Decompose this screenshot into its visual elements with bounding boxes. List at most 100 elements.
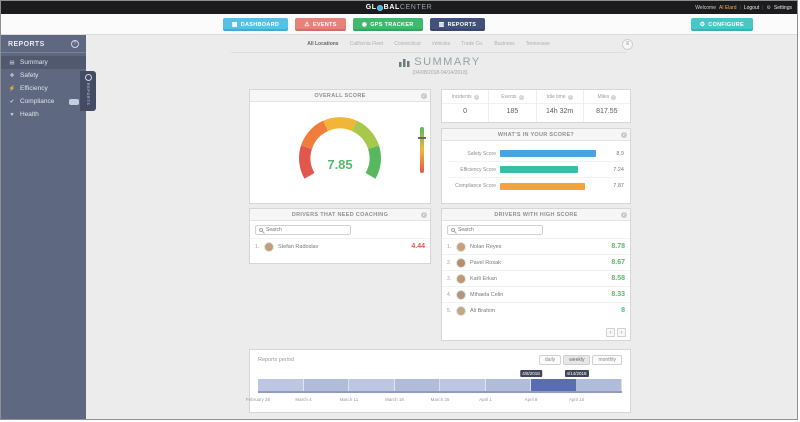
timeline-segment[interactable] [349, 379, 395, 391]
timeline-tick-label: April 15 [568, 397, 585, 402]
info-icon[interactable]: i [421, 93, 427, 99]
sidebar-item-label: Safety [20, 72, 39, 79]
score-bar-label: Safety Score [467, 150, 496, 157]
driver-row[interactable]: 2. Pavel Rosak 8.67 [442, 254, 630, 270]
driver-row[interactable]: 1. Nolan Reyes 8.78 [442, 238, 630, 254]
driver-avatar [456, 257, 466, 268]
score-scale-marker [418, 136, 426, 139]
period-button-monthly[interactable]: monthly [592, 355, 622, 365]
info-icon[interactable]: i [518, 94, 524, 100]
high-score-search[interactable] [447, 225, 543, 235]
tab-trade-co[interactable]: Trade Co. [461, 41, 484, 47]
coaching-search-input[interactable] [266, 227, 347, 233]
range-start-badge: 4/8/2018 [520, 370, 542, 377]
page-subtitle: (04/08/2018-04/14/2018) [412, 70, 468, 76]
stats-panel: Incidents i 0 Events i 185 Idle time i 14h 32m Mi… [441, 89, 631, 123]
driver-score: 8.58 [611, 275, 625, 282]
stat-label: Incidents i [442, 90, 489, 104]
score-bar-row-safety-score: Safety Score 8.9 [448, 146, 624, 162]
info-icon[interactable]: i [621, 132, 627, 138]
info-icon[interactable]: i [567, 94, 573, 100]
sidebar-item-safety[interactable]: ✚ Safety [1, 69, 86, 82]
settings-link[interactable]: Settings [773, 4, 792, 11]
reports-period-panel: Reports period daily weekly monthly 4/8/20… [246, 349, 631, 413]
nav-button-events[interactable]: ⚠ EVENTS [295, 18, 346, 31]
driver-rank: 5. [447, 307, 452, 314]
logo-text-right: CENTER [399, 4, 433, 11]
coaching-search[interactable] [255, 225, 351, 235]
timeline-segment[interactable] [303, 379, 349, 391]
next-page-button[interactable]: › [617, 328, 626, 337]
driver-row[interactable]: 4. Mihaela Celin 8.33 [442, 286, 630, 302]
score-bar-fill [500, 150, 597, 157]
sidebar-item-summary[interactable]: ▤ Summary [1, 56, 86, 69]
timeline-tick-label: March 4 [295, 397, 312, 402]
driver-row[interactable]: 1. Stefan Radoslav 4.44 [250, 238, 430, 254]
info-icon[interactable]: i [421, 212, 427, 218]
driver-name: Stefan Radoslav [278, 243, 319, 250]
logout-link[interactable]: Logout [743, 4, 760, 11]
tab-tennessee[interactable]: Tennessee [525, 41, 550, 47]
timeline-segment[interactable] [485, 379, 531, 391]
page-title: SUMMARY [249, 56, 631, 68]
timeline-tick-label: April 1 [479, 397, 492, 402]
gauge-arc [299, 117, 381, 179]
username: Al Elard [719, 4, 737, 11]
compliance-badge [69, 98, 79, 105]
tab-all-locations[interactable]: All Locations [307, 41, 339, 47]
sidebar-item-efficiency[interactable]: ⚡ Efficiency [1, 82, 86, 95]
info-icon[interactable]: i [611, 94, 617, 100]
search-icon [259, 228, 263, 232]
tab-vehicles[interactable]: Vehicles [431, 41, 451, 47]
stat-label-text: Events [501, 94, 517, 100]
timeline-bar[interactable] [258, 379, 622, 393]
nav-button-dashboard[interactable]: ▦ DASHBOARD [222, 18, 289, 31]
driver-row[interactable]: 3. Karli Erkan 8.58 [442, 270, 630, 286]
driver-row[interactable]: 5. Ali Brahim 8 [442, 302, 630, 318]
stat-column-incidents: Incidents i 0 [442, 90, 490, 122]
tab-california-fleet[interactable]: California Fleet [349, 41, 384, 47]
score-bar-track [500, 150, 608, 157]
timeline-segment[interactable] [394, 379, 440, 391]
timeline-segment[interactable] [531, 379, 577, 391]
period-label: Reports period [258, 357, 295, 363]
nav-right: ⚙ CONFIGURE [690, 18, 753, 31]
sidebar-item-health[interactable]: ♥ Health [1, 108, 86, 121]
prev-page-button[interactable]: ‹ [606, 328, 615, 337]
nav-button-gps-tracker[interactable]: ◉ GPS TRACKER [352, 18, 423, 31]
sidebar-title-label: REPORTS [8, 40, 45, 48]
coaching-panel: DRIVERS THAT NEED COACHING i 1. Stefan Ra… [249, 208, 431, 264]
expand-button[interactable]: ≡ [622, 39, 633, 50]
timeline-segment[interactable] [440, 379, 486, 391]
tab-strip: All Locations California Fleet Connecticut… [231, 41, 626, 53]
info-icon[interactable]: i [621, 212, 627, 218]
timeline-segment[interactable] [576, 379, 622, 391]
driver-rank: 2. [447, 259, 452, 266]
high-score-search-input[interactable] [458, 227, 539, 233]
timeline-segment[interactable] [258, 379, 304, 391]
overall-score-panel: OVERALL SCORE i 7.85 [249, 89, 431, 204]
sidebar-item-label: Summary [20, 59, 48, 66]
nav-button-reports[interactable]: ▥ REPORTS [429, 18, 486, 31]
help-circle-icon[interactable]: ? [71, 40, 79, 48]
high-score-panel: DRIVERS WITH HIGH SCORE i 1. Nolan Reyes 8… [441, 208, 631, 341]
info-icon[interactable]: i [473, 94, 479, 100]
coaching-header: DRIVERS THAT NEED COACHING i [250, 209, 430, 221]
score-breakdown-panel: WHAT'S IN YOUR SCORE? i Safety Score 8.9 E… [441, 128, 631, 204]
stat-label: Miles i [583, 90, 630, 104]
period-button-weekly[interactable]: weekly [563, 355, 591, 365]
tab-connecticut[interactable]: Connecticut [394, 41, 421, 47]
tab-business[interactable]: Business [494, 41, 515, 47]
stat-label-text: Miles [597, 94, 610, 100]
range-end-badge: 4/14/2018 [564, 370, 589, 377]
overall-score-gauge: 7.85 [250, 107, 430, 209]
nav-button-configure[interactable]: ⚙ CONFIGURE [690, 18, 753, 31]
main-nav: ▦ DASHBOARD ⚠ EVENTS ◉ GPS TRACKER ▥ REPORTS ⚙ C… [1, 14, 797, 35]
reports-flag[interactable]: REPORTS [80, 71, 96, 111]
sidebar-title: REPORTS ? [1, 35, 86, 53]
period-button-daily[interactable]: daily [538, 355, 562, 365]
timeline: 4/8/2018 4/14/2018 February 25 March 4 Marc… [246, 370, 622, 408]
sidebar-item-compliance[interactable]: ✔ Compliance [1, 95, 86, 108]
driver-name: Mihaela Celin [470, 291, 504, 298]
nav-button-label: DASHBOARD [240, 21, 280, 28]
